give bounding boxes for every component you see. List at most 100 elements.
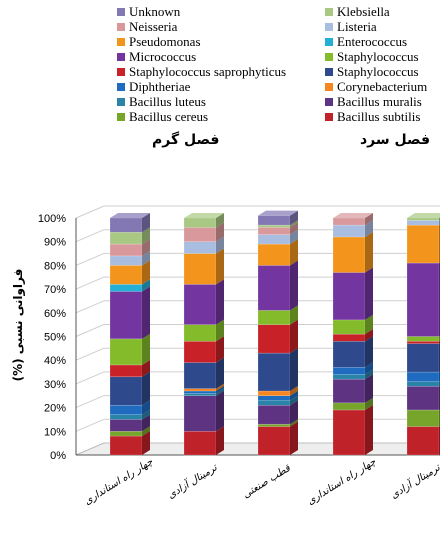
bar-segment-side bbox=[142, 213, 150, 233]
legend-swatch bbox=[325, 38, 333, 47]
bar-segment-side bbox=[216, 390, 224, 432]
bar-segment bbox=[109, 217, 143, 233]
bar-segment bbox=[406, 220, 440, 226]
bar-segment bbox=[406, 409, 440, 427]
bar-segment-side bbox=[142, 227, 150, 245]
legend-label: Corynebacterium bbox=[337, 79, 428, 94]
legend-label: Bacillus subtilis bbox=[337, 109, 421, 122]
bar-segment-side bbox=[216, 336, 224, 363]
bar-segment bbox=[183, 390, 217, 394]
legend-item: Bacillus luteus bbox=[117, 94, 206, 112]
bar-segment-side bbox=[216, 279, 224, 325]
bar-segment-side bbox=[216, 236, 224, 254]
gridline-diagonal bbox=[75, 276, 105, 290]
bar-segment bbox=[406, 343, 440, 373]
bar-segment-side bbox=[290, 400, 298, 425]
bar-segment-side bbox=[365, 336, 373, 368]
bar-segment-side bbox=[290, 348, 298, 392]
bar-segment bbox=[406, 426, 440, 456]
legend-item: Staphylococcus bbox=[325, 49, 419, 67]
bar-segment-side bbox=[142, 286, 150, 339]
bar-segment bbox=[406, 371, 440, 382]
y-tick-label: 30% bbox=[44, 379, 66, 391]
legend-item: Bacillus muralis bbox=[325, 94, 422, 112]
bar-segment bbox=[109, 255, 143, 266]
bar-segment bbox=[332, 409, 366, 456]
bar-segment bbox=[183, 227, 217, 242]
bar-segment-side bbox=[290, 260, 298, 311]
bar-segment-side bbox=[290, 210, 298, 226]
bar-segment bbox=[183, 395, 217, 432]
bar-segment bbox=[257, 215, 291, 226]
y-tick-label: 40% bbox=[44, 355, 66, 367]
legend-swatch bbox=[325, 53, 333, 62]
bar-segment-side bbox=[365, 231, 373, 273]
legend-swatch bbox=[325, 23, 333, 32]
legend-item: Neisseria bbox=[117, 19, 177, 37]
gridline-diagonal bbox=[75, 371, 105, 385]
bar-segment-side bbox=[142, 279, 150, 292]
bar-segment-side bbox=[142, 400, 150, 415]
bar-segment bbox=[406, 262, 440, 337]
y-tick-label: 80% bbox=[44, 260, 66, 272]
bar-segment bbox=[109, 338, 143, 366]
legend-swatch bbox=[117, 23, 125, 32]
y-tick-label: 90% bbox=[44, 237, 66, 249]
bar-segment bbox=[257, 395, 291, 401]
bar-segment-side bbox=[216, 386, 224, 394]
bar-segment-side bbox=[365, 213, 373, 226]
bar-segment-side bbox=[290, 390, 298, 401]
legend-item: Corynebacterium bbox=[325, 79, 427, 97]
gridline-diagonal bbox=[75, 252, 105, 266]
legend-item: Listeria bbox=[325, 19, 377, 37]
bar-segment bbox=[257, 227, 291, 235]
bar-segment bbox=[406, 340, 440, 344]
bar-segment bbox=[257, 324, 291, 354]
bar-segment bbox=[332, 378, 366, 404]
bar-top bbox=[184, 213, 224, 218]
legend-swatch bbox=[117, 113, 125, 122]
legend-swatch bbox=[325, 113, 333, 122]
bar-segment-side bbox=[290, 395, 298, 406]
legend-item: Pseudomonas bbox=[117, 34, 201, 52]
bar-segment-side bbox=[142, 359, 150, 377]
bar-segment bbox=[332, 217, 366, 226]
bar-segment bbox=[332, 272, 366, 321]
legend: Unknown Klebsiella Neisseria Listeria Pseudo… bbox=[0, 0, 440, 122]
legend-item: Enterococcus bbox=[325, 34, 407, 52]
bar-segment bbox=[109, 419, 143, 432]
bar-segment bbox=[183, 388, 217, 392]
legend-label: Bacillus luteus bbox=[129, 94, 206, 109]
legend-swatch bbox=[325, 68, 333, 77]
bar-segment bbox=[183, 324, 217, 342]
gridline-diagonal bbox=[75, 395, 105, 409]
legend-label: Staphylococcus saprophyticus bbox=[129, 64, 287, 79]
gridline-diagonal bbox=[75, 418, 105, 432]
bar-segment bbox=[257, 243, 291, 266]
bar-segment bbox=[406, 386, 440, 411]
legend-swatch bbox=[117, 98, 125, 107]
bar-segment-side bbox=[142, 239, 150, 256]
legend-swatch bbox=[117, 83, 125, 92]
bar-segment-side bbox=[216, 222, 224, 242]
bar-segment bbox=[257, 426, 291, 456]
bar-segment bbox=[183, 340, 217, 363]
bar-segment bbox=[109, 431, 143, 437]
bar-segment-side bbox=[365, 220, 373, 237]
x-tick-label: چهار راه استانداری bbox=[305, 456, 378, 507]
y-tick-label: 100% bbox=[38, 213, 66, 225]
legend-swatch bbox=[325, 8, 333, 17]
bar-segment-side bbox=[290, 220, 298, 228]
legend-item: Diphtheriae bbox=[117, 79, 190, 97]
bar-segment-side bbox=[142, 426, 150, 437]
legend-swatch bbox=[117, 8, 125, 17]
bar-segment bbox=[332, 236, 366, 273]
y-tick-label: 50% bbox=[44, 332, 66, 344]
bar-segment bbox=[109, 376, 143, 406]
bar-top bbox=[110, 213, 150, 218]
bar-segment bbox=[257, 224, 291, 228]
legend-item: Unknown bbox=[117, 4, 180, 22]
gridline-diagonal bbox=[75, 300, 105, 314]
bar-segment bbox=[332, 340, 366, 368]
